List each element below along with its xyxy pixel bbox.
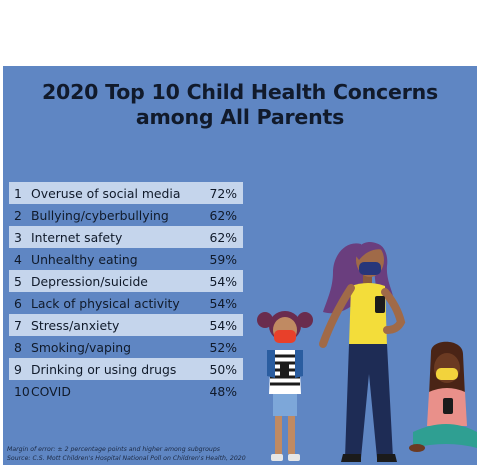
footnotes: Margin of error: ± 2 percentage points a…: [7, 445, 307, 463]
row-rank: 3: [14, 229, 22, 245]
row-rank: 1: [14, 185, 22, 201]
table-row: 4 Unhealthy eating 59%: [9, 248, 243, 270]
row-rank: 10: [14, 383, 30, 399]
face-mask-icon: [359, 262, 381, 275]
row-rank: 6: [14, 295, 22, 311]
smartphone-icon: [280, 362, 289, 377]
table-row: 7 Stress/anxiety 54%: [9, 314, 243, 336]
row-label: Unhealthy eating: [31, 251, 138, 267]
table-row: 10 COVID 48%: [9, 380, 243, 402]
row-label: Internet safety: [31, 229, 123, 245]
row-value: 62%: [209, 229, 237, 245]
row-rank: 5: [14, 273, 22, 289]
table-row: 1 Overuse of social media 72%: [9, 182, 243, 204]
margin-of-error-note: Margin of error: ± 2 percentage points a…: [7, 446, 221, 453]
face-mask-icon: [274, 330, 296, 343]
table-row: 6 Lack of physical activity 54%: [9, 292, 243, 314]
girl-with-pigtails-icon: [257, 311, 313, 461]
row-label: Stress/anxiety: [31, 317, 120, 333]
row-value: 50%: [209, 361, 237, 377]
family-illustration: [257, 242, 477, 462]
row-label: Bullying/cyberbullying: [31, 207, 169, 223]
row-value: 54%: [209, 273, 237, 289]
mother-figure-icon: [319, 242, 406, 462]
table-row: 5 Depression/suicide 54%: [9, 270, 243, 292]
row-rank: 9: [14, 361, 22, 377]
row-label: Smoking/vaping: [31, 339, 131, 355]
row-rank: 8: [14, 339, 22, 355]
row-label: Lack of physical activity: [31, 295, 180, 311]
smartphone-icon: [443, 398, 453, 414]
row-rank: 2: [14, 207, 22, 223]
row-label: Depression/suicide: [31, 273, 148, 289]
smartphone-icon: [375, 296, 385, 313]
table-row: 2 Bullying/cyberbullying 62%: [9, 204, 243, 226]
row-label: Overuse of social media: [31, 185, 181, 201]
table-row: 3 Internet safety 62%: [9, 226, 243, 248]
row-label: Drinking or using drugs: [31, 361, 177, 377]
title-line-1: 2020 Top 10 Child Health Concerns: [41, 80, 439, 104]
row-rank: 7: [14, 317, 22, 333]
table-row: 9 Drinking or using drugs 50%: [9, 358, 243, 380]
row-rank: 4: [14, 251, 22, 267]
row-value: 54%: [209, 295, 237, 311]
row-value: 62%: [209, 207, 237, 223]
concerns-table: 1 Overuse of social media 72% 2 Bullying…: [9, 182, 243, 402]
row-value: 48%: [209, 383, 237, 399]
face-mask-icon: [436, 368, 458, 380]
row-value: 52%: [209, 339, 237, 355]
row-value: 59%: [209, 251, 237, 267]
title-line-2: among All Parents: [135, 105, 345, 129]
source-note: Source: C.S. Mott Children's Hospital Na…: [7, 455, 246, 462]
table-row: 8 Smoking/vaping 52%: [9, 336, 243, 358]
sitting-child-icon: [409, 341, 477, 452]
row-value: 54%: [209, 317, 237, 333]
infographic-panel: 2020 Top 10 Child Health Concerns among …: [3, 66, 477, 465]
row-value: 72%: [209, 185, 237, 201]
chart-title: 2020 Top 10 Child Health Concerns among …: [3, 80, 477, 130]
row-label: COVID: [31, 383, 71, 399]
